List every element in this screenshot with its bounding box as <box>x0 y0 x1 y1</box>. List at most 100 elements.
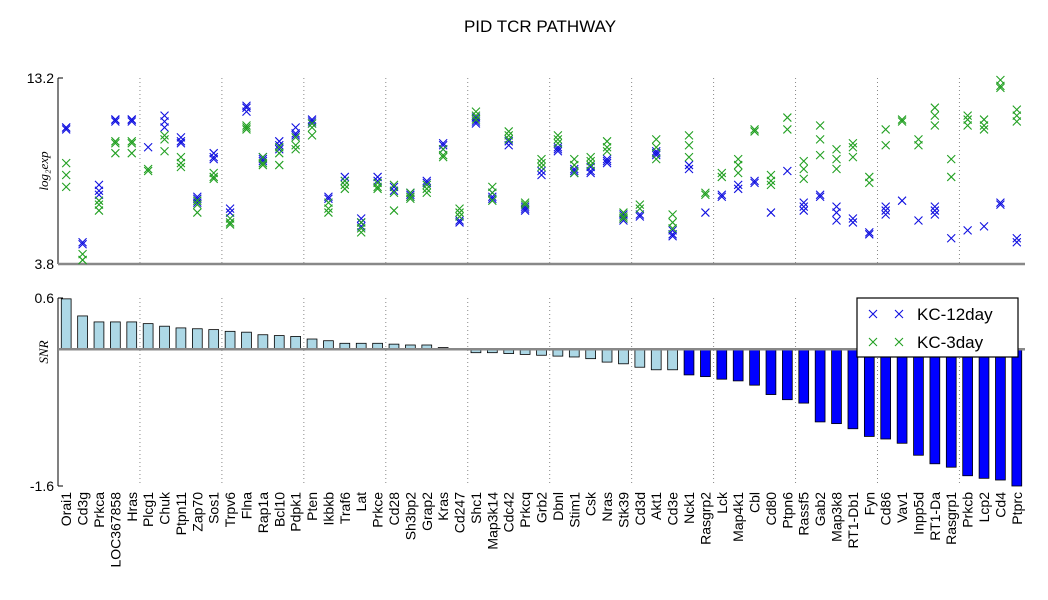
marker <box>340 172 350 182</box>
marker-stroke <box>881 202 891 212</box>
marker <box>1012 117 1022 126</box>
marker <box>782 166 792 176</box>
bar <box>126 321 138 350</box>
marker <box>963 225 973 235</box>
marker-stroke <box>894 337 904 347</box>
marker <box>602 142 612 152</box>
marker-stroke <box>868 309 878 319</box>
marker <box>176 162 186 172</box>
marker <box>881 140 891 150</box>
marker-stroke <box>143 166 153 176</box>
marker <box>930 121 940 130</box>
marker-stroke <box>569 168 579 178</box>
x-tick-label: Cd247 <box>452 492 468 533</box>
marker-stroke <box>274 160 284 170</box>
marker-stroke <box>291 144 301 154</box>
marker <box>864 229 874 239</box>
marker-stroke <box>946 172 956 182</box>
x-tick-label: Prkcq <box>517 492 533 528</box>
bar <box>257 334 269 350</box>
marker-stroke <box>651 150 661 160</box>
marker <box>946 154 956 164</box>
marker-stroke <box>127 117 137 126</box>
marker <box>602 158 612 168</box>
marker <box>438 140 448 150</box>
marker <box>553 146 563 156</box>
marker <box>110 115 120 124</box>
bar <box>978 348 990 479</box>
marker-stroke <box>242 107 251 117</box>
marker <box>848 218 858 227</box>
x-tick-label: Chuk <box>157 491 173 525</box>
marker <box>586 168 596 178</box>
marker-stroke <box>946 154 956 164</box>
marker-stroke <box>94 186 104 196</box>
bar <box>273 335 285 350</box>
marker <box>914 216 923 225</box>
marker <box>848 138 858 148</box>
marker-stroke <box>225 220 235 229</box>
bar <box>831 348 842 425</box>
marker <box>160 123 169 132</box>
bar <box>749 348 760 386</box>
marker <box>868 309 878 319</box>
marker <box>602 154 612 164</box>
marker <box>815 192 825 202</box>
marker <box>553 134 563 144</box>
marker <box>438 150 448 160</box>
x-tick-label: Bcl10 <box>271 492 287 527</box>
marker <box>78 255 87 265</box>
marker <box>1012 233 1022 243</box>
marker <box>225 220 235 229</box>
marker <box>143 166 153 176</box>
marker-stroke <box>996 198 1005 208</box>
bar <box>814 348 826 423</box>
x-tick-label: Cd86 <box>878 492 894 526</box>
marker-stroke <box>651 146 661 156</box>
x-tick-label: Cd28 <box>386 492 402 526</box>
marker <box>586 152 596 162</box>
marker-stroke <box>553 134 563 144</box>
marker-stroke <box>602 158 612 168</box>
marker-stroke <box>914 216 923 225</box>
marker <box>651 134 661 144</box>
marker <box>127 138 137 148</box>
bar <box>634 348 646 368</box>
bar <box>683 348 695 376</box>
marker <box>61 182 71 192</box>
marker-stroke <box>782 113 792 122</box>
chart-title: PID TCR PATHWAY <box>464 17 616 36</box>
marker-stroke <box>635 212 645 221</box>
marker <box>684 152 694 162</box>
marker-stroke <box>110 117 120 126</box>
marker <box>832 144 841 154</box>
marker-stroke <box>192 200 202 210</box>
marker <box>799 206 809 215</box>
marker-stroke <box>881 125 891 134</box>
bar <box>110 321 121 350</box>
x-tick-label: Lat <box>353 492 369 512</box>
x-tick-label: Grap2 <box>419 492 435 531</box>
marker-stroke <box>815 134 825 144</box>
marker-stroke <box>78 255 87 265</box>
marker-stroke <box>717 190 727 200</box>
marker-stroke <box>963 225 973 235</box>
x-tick-label: LOC367858 <box>107 492 123 568</box>
marker <box>143 164 153 174</box>
marker-stroke <box>799 174 809 184</box>
marker <box>61 123 71 132</box>
marker <box>291 130 301 140</box>
marker <box>487 188 497 198</box>
marker-stroke <box>274 148 284 158</box>
marker <box>963 121 973 130</box>
marker-stroke <box>602 154 612 164</box>
marker <box>815 190 825 200</box>
marker-stroke <box>94 206 104 215</box>
marker-stroke <box>242 125 251 134</box>
marker <box>455 208 464 217</box>
marker-stroke <box>78 237 87 247</box>
marker-stroke <box>373 182 382 192</box>
marker-stroke <box>242 103 251 113</box>
marker-stroke <box>832 216 841 225</box>
marker <box>750 178 759 188</box>
